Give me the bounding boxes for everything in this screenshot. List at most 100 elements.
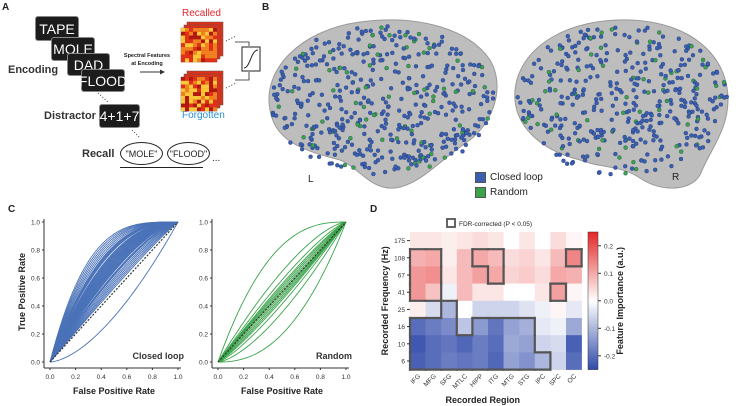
y-tick-label: 25	[398, 307, 406, 314]
random-electrode	[598, 45, 604, 50]
closed-loop-electrode	[615, 48, 620, 53]
thumbnail-cell	[205, 92, 209, 96]
closed-loop-electrode	[480, 72, 485, 78]
closed-loop-electrode	[396, 139, 401, 145]
random-swatch	[475, 186, 486, 198]
closed-loop-electrode	[687, 111, 692, 116]
random-electrode	[482, 85, 487, 90]
random-electrode	[657, 107, 662, 113]
closed-loop-electrode	[640, 113, 646, 119]
closed-loop-electrode	[331, 56, 336, 61]
roc-curve	[49, 221, 179, 363]
closed-loop-electrode	[653, 167, 658, 172]
closed-loop-electrode	[300, 74, 305, 80]
closed-loop-electrode	[659, 72, 664, 77]
closed-loop-electrode	[408, 35, 413, 40]
thumbnail-cell	[181, 96, 185, 100]
closed-loop-electrode	[563, 116, 568, 122]
y-tick-label: 1.0	[31, 220, 40, 227]
thumbnail-cell	[209, 103, 213, 108]
closed-loop-electrode	[310, 51, 315, 56]
closed-loop-electrode	[349, 115, 354, 120]
closed-loop-electrode	[662, 89, 667, 94]
thumbnail-cell	[185, 96, 189, 100]
heatmap-cell	[534, 352, 551, 370]
heatmap-cell	[550, 266, 567, 284]
closed-loop-electrode	[558, 133, 563, 138]
random-electrode	[290, 89, 295, 94]
closed-loop-electrode	[700, 62, 705, 67]
y-tick-label: 0.4	[199, 304, 208, 311]
heatmap-cell	[550, 283, 567, 302]
closed-loop-electrode	[422, 139, 427, 145]
thumbnail-cell	[181, 50, 185, 55]
closed-loop-electrode	[370, 82, 376, 87]
closed-loop-electrode	[315, 145, 320, 151]
closed-loop-electrode	[570, 102, 575, 107]
heatmap-cell	[488, 335, 504, 353]
x-tick-label: 0.0	[213, 374, 222, 381]
thumbnail-cell	[205, 35, 209, 40]
random-electrode	[633, 166, 639, 172]
closed-loop-electrode	[379, 123, 384, 129]
random-electrode	[276, 104, 281, 109]
thumbnail-cell	[193, 58, 197, 63]
random-electrode	[344, 70, 350, 75]
closed-loop-electrode	[472, 71, 477, 77]
random-electrode	[646, 90, 651, 95]
closed-loop-electrode	[645, 152, 650, 157]
closed-loop-electrode	[613, 31, 618, 37]
closed-loop-electrode	[301, 78, 307, 84]
closed-loop-electrode	[432, 157, 438, 162]
closed-loop-electrode	[668, 68, 673, 73]
word-card: FLOOD	[79, 69, 127, 92]
recalled-heatmap-thumbnail	[180, 21, 224, 63]
closed-loop-electrode	[557, 125, 563, 131]
colorbar-tick-label: -0.2	[604, 353, 616, 360]
heatmap-cell	[425, 249, 442, 267]
closed-loop-electrode	[712, 118, 718, 124]
closed-loop-electrode	[363, 28, 369, 34]
closed-loop-electrode	[283, 65, 288, 70]
heatmap-cell	[488, 266, 504, 284]
closed-loop-electrode	[409, 132, 415, 137]
thumbnail-cell	[193, 80, 197, 85]
random-electrode	[427, 45, 432, 51]
thumbnail-cell	[201, 107, 205, 112]
closed-loop-electrode	[694, 92, 699, 97]
closed-loop-electrode	[337, 125, 342, 130]
colorbar	[587, 231, 599, 370]
thumbnail-cell	[189, 88, 193, 93]
closed-loop-electrode	[423, 158, 429, 163]
random-electrode	[375, 52, 380, 57]
closed-loop-electrode	[490, 90, 496, 95]
heatmap-cell	[441, 283, 458, 302]
panel-d-label: D	[370, 204, 378, 215]
closed-loop-electrode	[324, 62, 330, 67]
closed-loop-electrode	[274, 96, 279, 101]
closed-loop-electrode	[655, 46, 660, 51]
thumbnail-cell	[201, 77, 205, 81]
random-electrode	[523, 119, 528, 124]
closed-loop-electrode	[388, 86, 394, 91]
fdr-legend-swatch	[446, 218, 456, 228]
thumbnail-cell	[185, 43, 189, 47]
closed-loop-electrode	[646, 79, 652, 84]
closed-loop-electrode	[685, 73, 691, 79]
thumbnail-cell	[185, 39, 189, 44]
closed-loop-electrode	[339, 164, 344, 169]
closed-loop-electrode	[345, 139, 351, 145]
closed-loop-electrode	[453, 104, 458, 109]
closed-loop-electrode	[383, 100, 389, 105]
closed-loop-electrode	[378, 58, 383, 63]
y-tick-label: 0.8	[31, 248, 40, 255]
thumbnail-cell	[185, 58, 189, 63]
random-electrode	[371, 112, 377, 118]
closed-loop-electrode	[346, 31, 351, 36]
closed-loop-electrode	[564, 161, 570, 166]
x-tick-label: 0.8	[148, 374, 157, 381]
x-tick-label: MTG	[501, 373, 516, 388]
closed-loop-electrode	[572, 121, 577, 126]
random-electrode	[387, 33, 392, 38]
closed-loop-electrode	[487, 110, 492, 115]
